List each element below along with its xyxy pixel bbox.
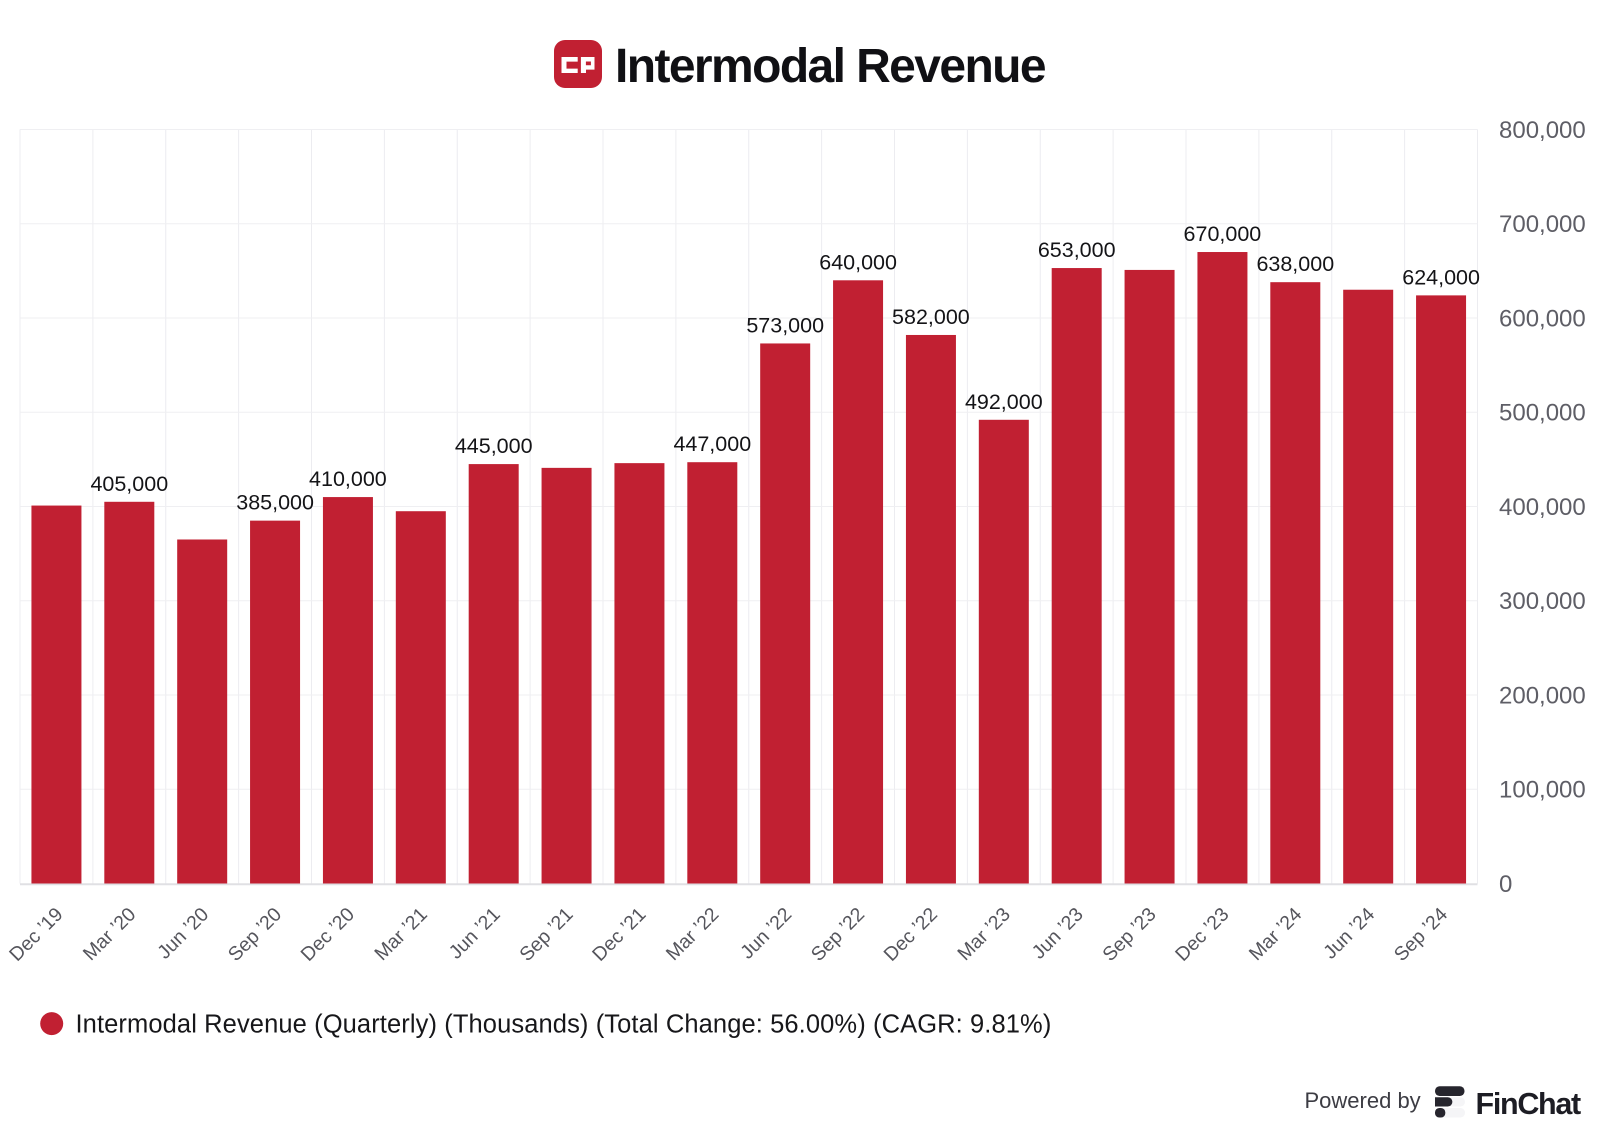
svg-text:600,000: 600,000: [1499, 305, 1586, 332]
svg-text:FinChat: FinChat: [1476, 1087, 1582, 1121]
svg-text:582,000: 582,000: [892, 305, 970, 329]
svg-text:445,000: 445,000: [455, 434, 533, 458]
svg-text:300,000: 300,000: [1499, 588, 1586, 615]
svg-text:400,000: 400,000: [1499, 494, 1586, 521]
svg-text:Intermodal Revenue (Quarterly): Intermodal Revenue (Quarterly) (Thousand…: [76, 1011, 1052, 1039]
svg-text:624,000: 624,000: [1402, 265, 1480, 289]
svg-text:447,000: 447,000: [673, 432, 751, 456]
svg-text:410,000: 410,000: [309, 467, 387, 491]
svg-text:200,000: 200,000: [1499, 682, 1586, 709]
svg-text:500,000: 500,000: [1499, 400, 1586, 427]
svg-text:670,000: 670,000: [1184, 222, 1262, 246]
svg-text:492,000: 492,000: [965, 390, 1043, 414]
svg-text:Intermodal Revenue: Intermodal Revenue: [615, 40, 1046, 93]
svg-text:405,000: 405,000: [90, 472, 168, 496]
svg-text:800,000: 800,000: [1499, 117, 1586, 144]
svg-text:638,000: 638,000: [1256, 252, 1334, 276]
svg-text:653,000: 653,000: [1038, 238, 1116, 262]
svg-text:0: 0: [1499, 871, 1512, 898]
svg-text:573,000: 573,000: [746, 313, 824, 337]
svg-text:700,000: 700,000: [1499, 211, 1586, 238]
svg-text:385,000: 385,000: [236, 491, 314, 515]
svg-text:640,000: 640,000: [819, 250, 897, 274]
svg-text:100,000: 100,000: [1499, 777, 1586, 804]
svg-text:Powered by: Powered by: [1305, 1088, 1421, 1113]
